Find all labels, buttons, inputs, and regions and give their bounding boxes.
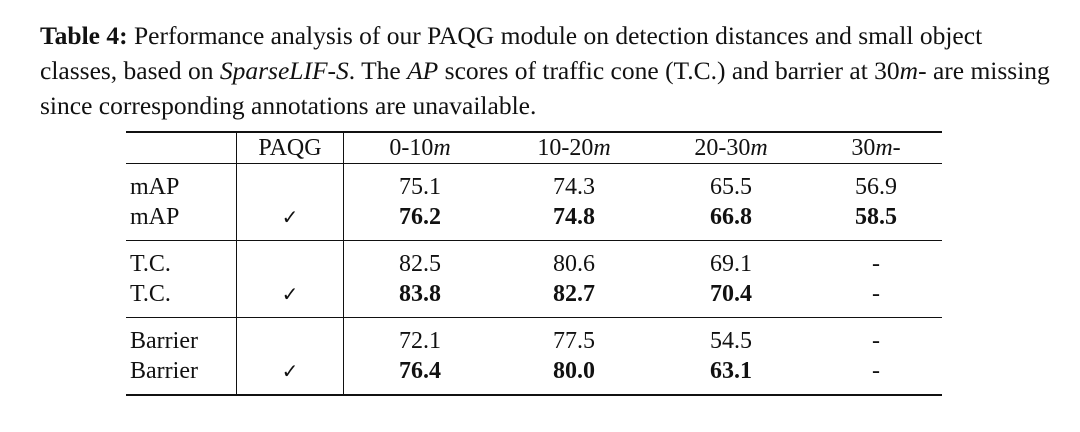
row-value-10-20: 80.6 [553, 251, 595, 277]
row-metric-label: T.C. [126, 240, 237, 279]
row-value-0-10: 72.1 [399, 328, 441, 354]
caption-text-3: scores of traffic cone (T.C.) and barrie… [438, 56, 900, 85]
row-value-30-plus: - [872, 358, 880, 384]
header-distance-20-30-range: 20-30 [694, 135, 751, 161]
row-value-30-plus: 58.5 [855, 204, 897, 230]
header-distance-30-plus-value: 30 [851, 135, 876, 161]
header-distance-10-20-unit: m [593, 135, 611, 161]
table-header: PAQG 0-10m 10-20m 20-30m 30m- [126, 132, 942, 164]
table-row: Barrier 72.1 77.5 54.5 - [126, 317, 942, 356]
row-paqg-cell [236, 317, 344, 356]
row-value-20-30: 69.1 [710, 251, 752, 277]
row-value-0-10: 76.4 [399, 358, 441, 384]
row-value-30-plus: - [872, 251, 880, 277]
row-value-30-plus: - [872, 281, 880, 307]
row-value-10-20: 74.3 [553, 174, 595, 200]
header-distance-30-plus: 30m- [810, 132, 942, 164]
row-metric-label: T.C. [126, 279, 237, 318]
row-value-10-20: 74.8 [553, 204, 595, 230]
caption-text-4: - are missing since corresponding annota… [40, 56, 1050, 120]
row-metric-label: mAP [126, 202, 237, 241]
row-metric-label: mAP [126, 163, 237, 202]
row-value-0-10: 83.8 [399, 281, 441, 307]
caption-unit: m [899, 56, 919, 85]
row-paqg-check-icon: ✓ [236, 279, 344, 318]
group-map: mAP 75.1 74.3 65.5 56.9 mAP ✓ 76.2 74.8 … [126, 163, 942, 241]
caption-model-name: SparseLIF-S [219, 56, 349, 85]
row-value-10-20: 80.0 [553, 358, 595, 384]
header-distance-10-20: 10-20m [496, 132, 652, 164]
header-distance-0-10-range: 0-10 [389, 135, 434, 161]
row-value-10-20: 82.7 [553, 281, 595, 307]
header-distance-20-30-unit: m [750, 135, 768, 161]
header-distance-30-plus-suffix: - [892, 135, 901, 161]
row-value-30-plus: 56.9 [855, 174, 897, 200]
table-row: mAP ✓ 76.2 74.8 66.8 58.5 [126, 202, 942, 241]
caption-metric-name: AP [407, 56, 439, 85]
header-distance-30-plus-unit: m [875, 135, 893, 161]
row-value-20-30: 66.8 [710, 204, 752, 230]
header-paqg: PAQG [236, 132, 344, 164]
row-metric-label: Barrier [126, 356, 237, 395]
table-row: Barrier ✓ 76.4 80.0 63.1 - [126, 356, 942, 395]
header-distance-0-10: 0-10m [344, 132, 497, 164]
group-barrier: Barrier 72.1 77.5 54.5 - Barrier ✓ 76.4 … [126, 317, 942, 395]
row-paqg-cell [236, 240, 344, 279]
header-distance-20-30: 20-30m [652, 132, 810, 164]
row-value-0-10: 76.2 [399, 204, 441, 230]
header-metric [126, 132, 237, 164]
group-traffic-cone: T.C. 82.5 80.6 69.1 - T.C. ✓ 83.8 82.7 7… [126, 240, 942, 318]
row-value-20-30: 65.5 [710, 174, 752, 200]
row-value-20-30: 63.1 [710, 358, 752, 384]
row-value-0-10: 75.1 [399, 174, 441, 200]
table-caption: Table 4: Performance analysis of our PAQ… [40, 18, 1050, 123]
row-paqg-check-icon: ✓ [236, 202, 344, 241]
row-value-0-10: 82.5 [399, 251, 441, 277]
row-paqg-cell [236, 163, 344, 202]
row-paqg-check-icon: ✓ [236, 356, 344, 395]
header-distance-0-10-unit: m [433, 135, 451, 161]
table-row: T.C. 82.5 80.6 69.1 - [126, 240, 942, 279]
row-value-20-30: 70.4 [710, 281, 752, 307]
row-value-20-30: 54.5 [710, 328, 752, 354]
table-row: mAP 75.1 74.3 65.5 56.9 [126, 163, 942, 202]
caption-text-2: . The [348, 56, 408, 85]
header-row: PAQG 0-10m 10-20m 20-30m 30m- [126, 132, 942, 164]
header-distance-10-20-range: 10-20 [537, 135, 594, 161]
results-table: PAQG 0-10m 10-20m 20-30m 30m- mAP 75.1 7… [126, 131, 942, 396]
table-row: T.C. ✓ 83.8 82.7 70.4 - [126, 279, 942, 318]
caption-text-1: Performance analysis of our PAQG module … [40, 21, 983, 85]
caption-label: Table 4: [40, 21, 128, 50]
row-metric-label: Barrier [126, 317, 237, 356]
row-value-30-plus: - [872, 328, 880, 354]
row-value-10-20: 77.5 [553, 328, 595, 354]
